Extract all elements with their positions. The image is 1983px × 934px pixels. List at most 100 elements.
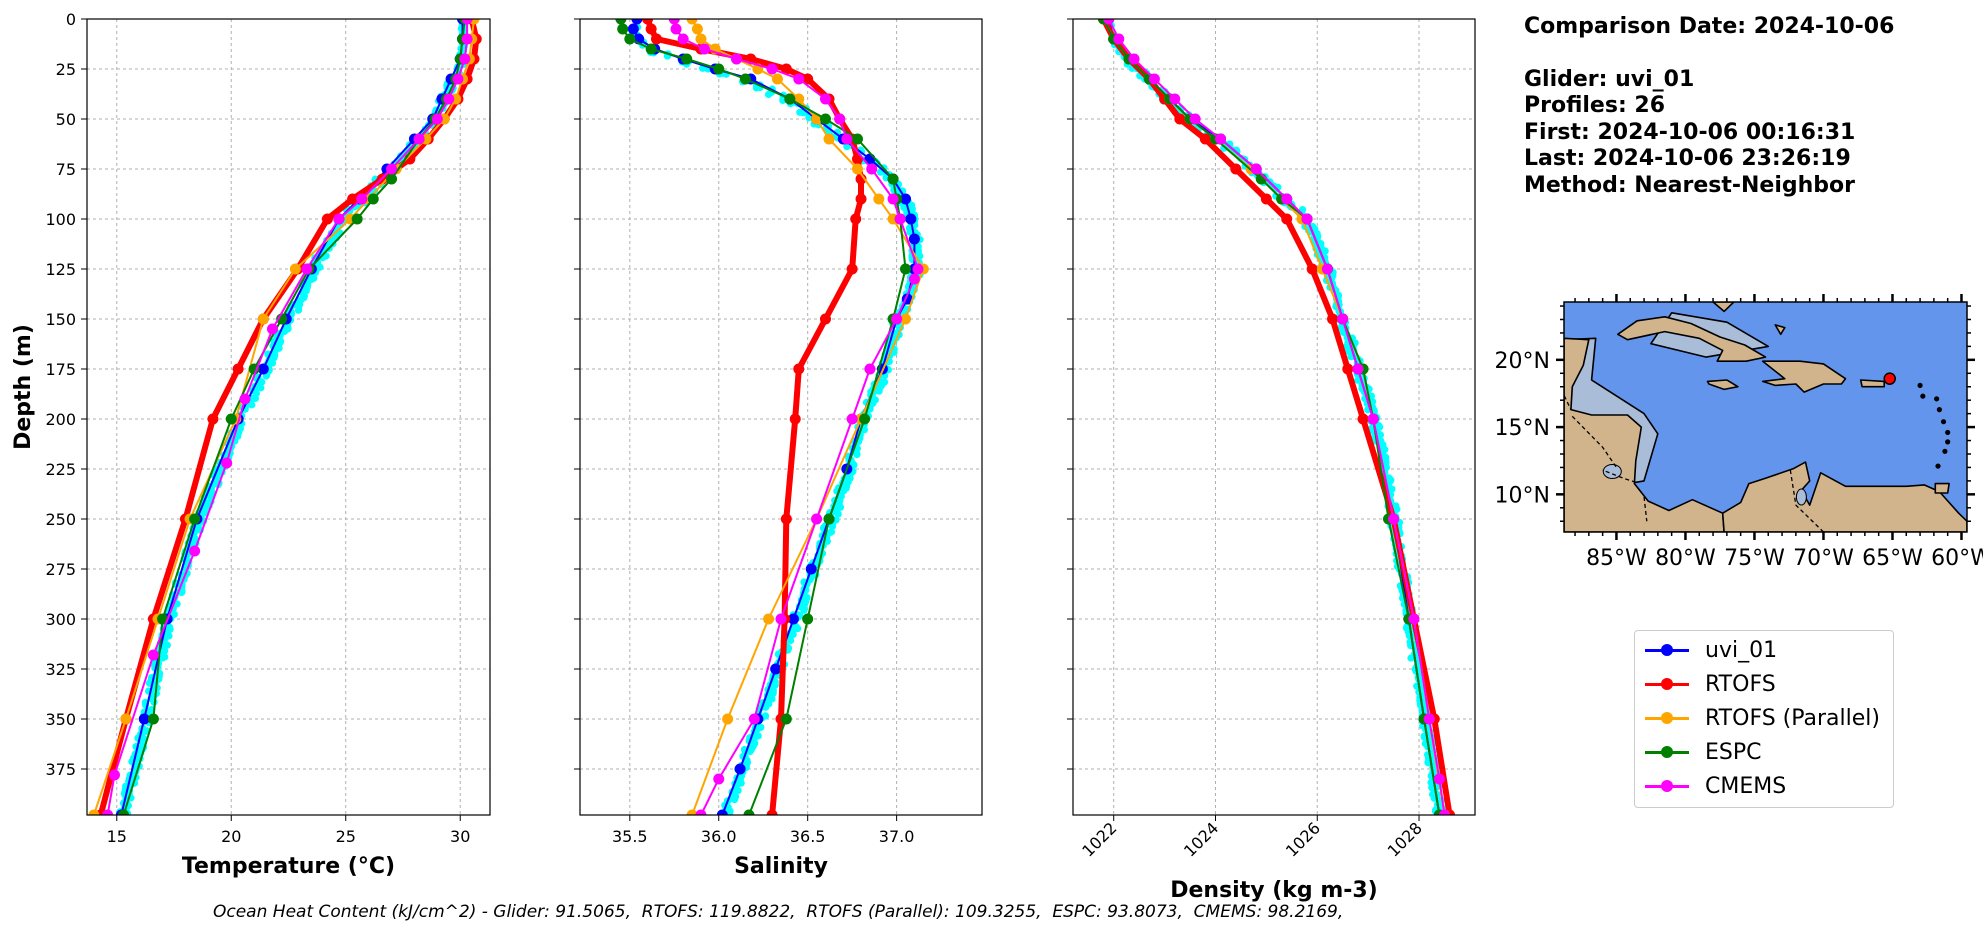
- legend-dot: [1661, 644, 1673, 656]
- series-point: [1388, 513, 1400, 525]
- map-lat-label: 20°N: [1495, 349, 1550, 374]
- series-point: [461, 19, 473, 25]
- map-lon-label: 80°W: [1655, 546, 1716, 571]
- profile-panels: 15 20 25 3002550751001251501752002252502753…: [11, 10, 1476, 903]
- panel-0: 15 20 25 3002550751001251501752002252502753…: [11, 10, 491, 879]
- glider-name: Glider: uvi_01: [1524, 66, 1695, 92]
- glider-point: [736, 776, 744, 784]
- series-point: [780, 63, 792, 75]
- legend-swatch: [1643, 737, 1691, 767]
- series-point: [147, 649, 159, 661]
- glider-point: [746, 747, 754, 756]
- series-point: [811, 513, 823, 525]
- series-point: [289, 263, 301, 275]
- series-point: [695, 809, 707, 815]
- legend-label: uvi_01: [1705, 637, 1778, 663]
- map-lat-label: 10°N: [1495, 483, 1550, 508]
- series-point: [841, 133, 853, 145]
- series-point: [1438, 809, 1450, 815]
- series-point: [834, 113, 846, 125]
- y-tick-label: 300: [45, 610, 76, 629]
- y-tick-label: 50: [56, 110, 76, 129]
- glider-point: [762, 703, 770, 711]
- island: [1936, 407, 1942, 413]
- glider-point: [719, 814, 721, 815]
- series-line-uvi-01: [1107, 19, 1441, 815]
- legend: uvi_01 RTOFS RTOFS (Parallel) ESPC CMEMS: [1634, 630, 1894, 808]
- series-point: [771, 73, 783, 85]
- legend-label: RTOFS (Parallel): [1705, 705, 1880, 731]
- x-tick-label: 20: [221, 827, 241, 846]
- glider-point: [761, 712, 770, 720]
- series-point: [681, 53, 693, 65]
- y-tick-label: 350: [45, 710, 76, 729]
- hispaniola-land: [1761, 360, 1847, 393]
- series-point: [905, 213, 917, 225]
- series-point: [1281, 213, 1293, 225]
- series-point: [1281, 193, 1293, 205]
- y-tick-label: 225: [45, 460, 76, 479]
- glider-point: [805, 114, 813, 122]
- y-tick-label: 275: [45, 560, 76, 579]
- series-point: [802, 613, 814, 625]
- y-tick-label: 325: [45, 660, 76, 679]
- map-lon-label: 85°W: [1586, 546, 1647, 571]
- map-canvas: [1563, 301, 1968, 533]
- series-point: [239, 393, 251, 405]
- map-lon-label: 65°W: [1862, 546, 1923, 571]
- series-point: [347, 193, 359, 205]
- glider-point: [1424, 759, 1432, 767]
- series-point: [908, 233, 920, 245]
- series-point: [189, 545, 201, 557]
- glider-point: [1313, 229, 1321, 238]
- legend-item-uvi_01: uvi_01: [1643, 635, 1777, 665]
- series-line-rtofs: [1100, 19, 1453, 815]
- jamaica-land: [1706, 379, 1739, 391]
- glider-point: [1354, 376, 1362, 384]
- x-tick-label: 35.5: [612, 827, 648, 846]
- glider-point: [717, 816, 724, 823]
- y-tick-label: 25: [56, 60, 76, 79]
- glider-point: [123, 817, 130, 824]
- legend-swatch: [1643, 635, 1691, 665]
- map-ticks: 85°W 80°W 75°W 70°W 65°W 60°W 20°N 15°N 10°N: [1495, 294, 1983, 571]
- series-point: [823, 133, 835, 145]
- glider-point: [916, 252, 924, 260]
- series-point: [367, 193, 379, 205]
- series-point: [686, 19, 698, 25]
- glider-point: [118, 816, 125, 823]
- series-point: [650, 33, 662, 45]
- series-line-cmems: [1107, 19, 1446, 815]
- series-point: [900, 193, 912, 205]
- x-axis-label: Density (kg m-3): [1170, 878, 1378, 903]
- series-point: [321, 213, 333, 225]
- series-point: [819, 93, 831, 105]
- series-point: [1357, 413, 1369, 425]
- series-point: [615, 19, 627, 25]
- series-point: [686, 809, 698, 815]
- profiles-count: Profiles: 26: [1524, 93, 1666, 118]
- series-point: [846, 413, 858, 425]
- series-point: [722, 713, 734, 725]
- glider-point: [723, 817, 730, 824]
- series-point: [864, 363, 876, 375]
- series-point: [713, 63, 725, 75]
- series-point: [624, 33, 636, 45]
- legend-item-rtofs: RTOFS: [1643, 669, 1776, 699]
- series-point: [855, 193, 867, 205]
- south-america-land: [1721, 461, 1967, 532]
- map-lon-label: 60°W: [1931, 546, 1983, 571]
- x-tick-label: 1028: [1384, 818, 1426, 860]
- series-point: [802, 73, 814, 85]
- info-panel: Comparison Date: 2024-10-06 Glider: uvi_…: [1524, 14, 1894, 199]
- glider-point: [1436, 815, 1443, 822]
- series-point: [851, 133, 863, 145]
- series-point: [1174, 113, 1186, 125]
- legend-swatch: [1643, 703, 1691, 733]
- series-point: [1260, 193, 1272, 205]
- series-point: [1306, 263, 1318, 275]
- series-point: [221, 457, 233, 469]
- glider-point: [787, 636, 795, 645]
- glider-point: [1441, 814, 1445, 815]
